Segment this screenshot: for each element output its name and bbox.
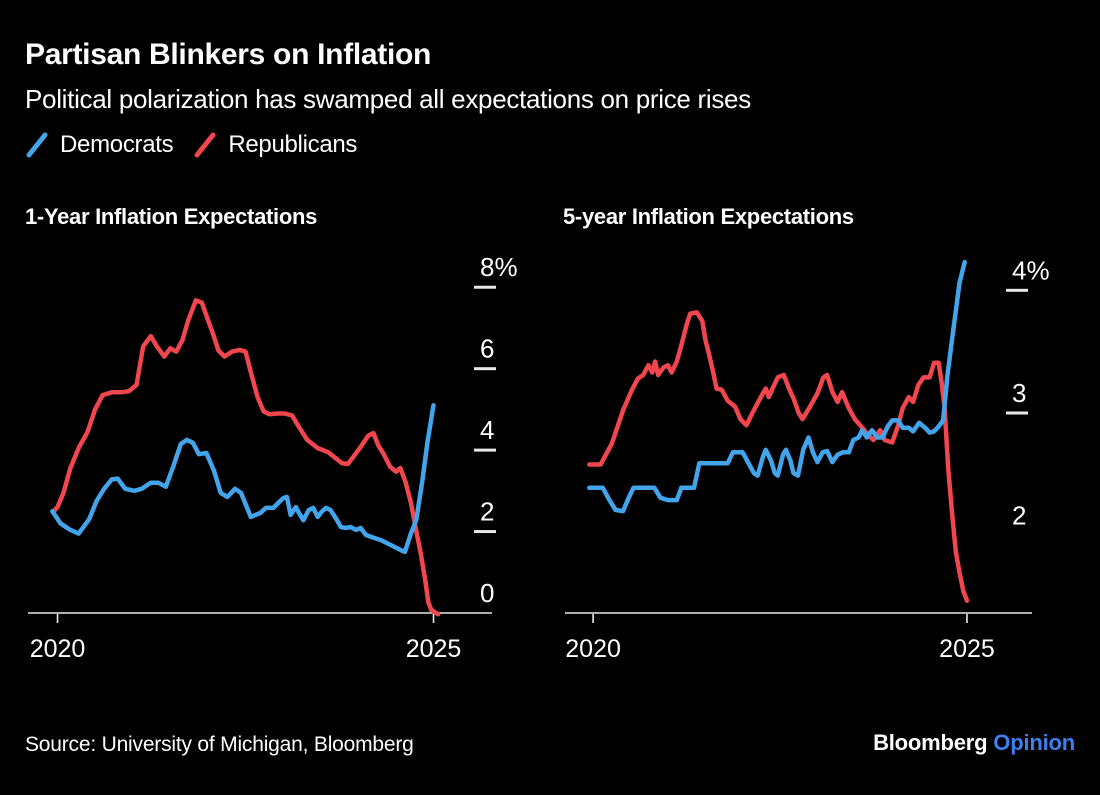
y-tick-label: 0 [480,578,494,608]
y-tick-dash [474,448,496,452]
y-tick-label: 6 [480,334,494,364]
republicans-line-swatch-icon [194,132,216,158]
x-tick-label: 2020 [565,635,621,663]
y-tick-dash [1006,288,1028,292]
y-tick-label: 3 [1012,378,1026,408]
y-tick-dash [1006,411,1028,415]
chart-5-year-inflation: 2020 2025 4% 3 2 [565,255,1050,663]
x-tick-label: 2025 [406,635,462,663]
democrats-line-swatch-icon [26,132,48,158]
source-attribution: Source: University of Michigan, Bloomber… [25,733,414,756]
page-title: Partisan Blinkers on Inflation [25,38,432,71]
republicans-line [50,298,441,617]
brand-edition: Opinion [993,730,1075,755]
y-tick-dash [474,285,496,289]
y-tick-dash [474,367,496,371]
x-tick-label: 2025 [939,635,995,663]
legend: Democrats Republicans [25,130,357,160]
legend-item-republicans: Republicans [193,130,357,160]
brand-logo: Bloomberg Opinion [873,730,1075,756]
y-tick-label: 2 [1012,501,1026,531]
democrats-line [587,259,967,514]
chart-1-year-inflation: 2020 2025 8% 6 4 2 0 [28,252,518,663]
page-subtitle: Political polarization has swamped all e… [25,84,751,114]
y-tick-label: 4% [1012,255,1050,285]
democrats-line [50,403,436,555]
chart-title-1-year: 1-Year Inflation Expectations [25,204,318,229]
x-tick-label: 2020 [30,635,86,663]
y-tick-label: 2 [480,497,494,527]
legend-item-democrats: Democrats [25,130,174,160]
brand-name: Bloomberg [873,730,988,755]
y-tick-dash [474,530,496,534]
legend-label-democrats: Democrats [60,131,174,158]
y-tick-label: 4 [480,415,494,445]
y-tick-label: 8% [480,252,518,282]
republicans-line [587,310,970,603]
legend-label-republicans: Republicans [228,131,358,158]
chart-title-5-year: 5-year Inflation Expectations [563,204,854,229]
